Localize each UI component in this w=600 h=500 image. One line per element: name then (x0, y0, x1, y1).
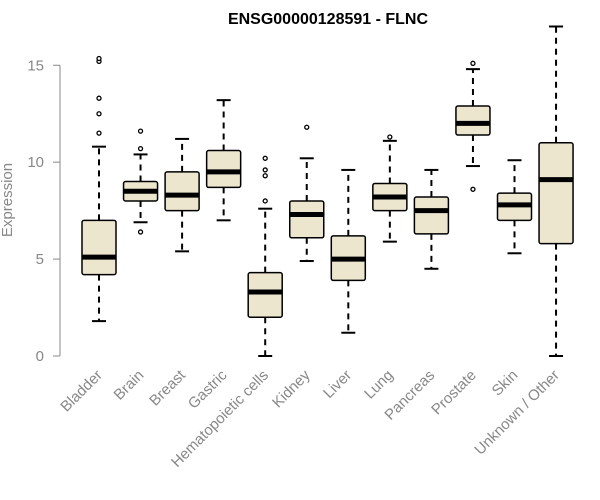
box-gastric (205, 99, 242, 222)
y-tick-label: 10 (27, 154, 44, 171)
outlier-point (137, 145, 144, 152)
outlier-point (137, 229, 144, 235)
outlier-point (96, 130, 102, 136)
outlier-point (262, 155, 268, 161)
x-tick-label: Liver (320, 367, 355, 402)
iqr-box (164, 171, 200, 212)
box-liver (330, 168, 367, 334)
outlier-point (96, 55, 102, 62)
y-axis-label: Expression (0, 163, 16, 237)
outlier-point (96, 111, 102, 117)
box-breast (164, 137, 200, 253)
y-tick-label: 15 (27, 57, 44, 74)
y-tick-label: 5 (36, 251, 44, 268)
outlier-point (304, 124, 310, 130)
boxes-group (81, 25, 574, 357)
iqr-box (247, 271, 283, 318)
outlier-point (96, 95, 102, 101)
iqr-box (538, 142, 574, 245)
iqr-box (455, 105, 491, 136)
outlier-point (387, 134, 393, 140)
box-unknown-other (538, 25, 574, 357)
outlier-point (262, 167, 268, 173)
x-tick-label: Kidney (269, 366, 314, 411)
outlier-point (262, 173, 268, 179)
box-prostate (455, 60, 491, 192)
box-hematopoietic-cells (247, 155, 283, 357)
iqr-box (81, 219, 117, 276)
x-tick-label: Brain (111, 367, 148, 404)
y-axis: 0 5 10 15 (27, 57, 61, 365)
x-tick-label: Prostate (428, 367, 480, 419)
iqr-box (413, 196, 450, 235)
outlier-point (470, 60, 476, 66)
y-tick-label: 0 (36, 348, 44, 365)
iqr-box (205, 149, 242, 189)
x-tick-label: Bladder (57, 367, 106, 416)
x-tick-label: Breast (146, 366, 189, 409)
iqr-box (289, 200, 325, 239)
outlier-point (262, 198, 268, 204)
outlier-point (470, 186, 476, 192)
box-brain (122, 128, 159, 235)
box-bladder (81, 55, 117, 323)
box-kidney (289, 124, 325, 263)
outlier-point (137, 128, 144, 134)
x-tick-label: Skin (489, 367, 522, 400)
x-tick-label: Lung (361, 367, 397, 403)
chart-title: ENSG00000128591 - FLNC (228, 11, 429, 28)
box-pancreas (413, 168, 450, 270)
box-lung (372, 134, 408, 243)
box-skin (496, 159, 533, 255)
